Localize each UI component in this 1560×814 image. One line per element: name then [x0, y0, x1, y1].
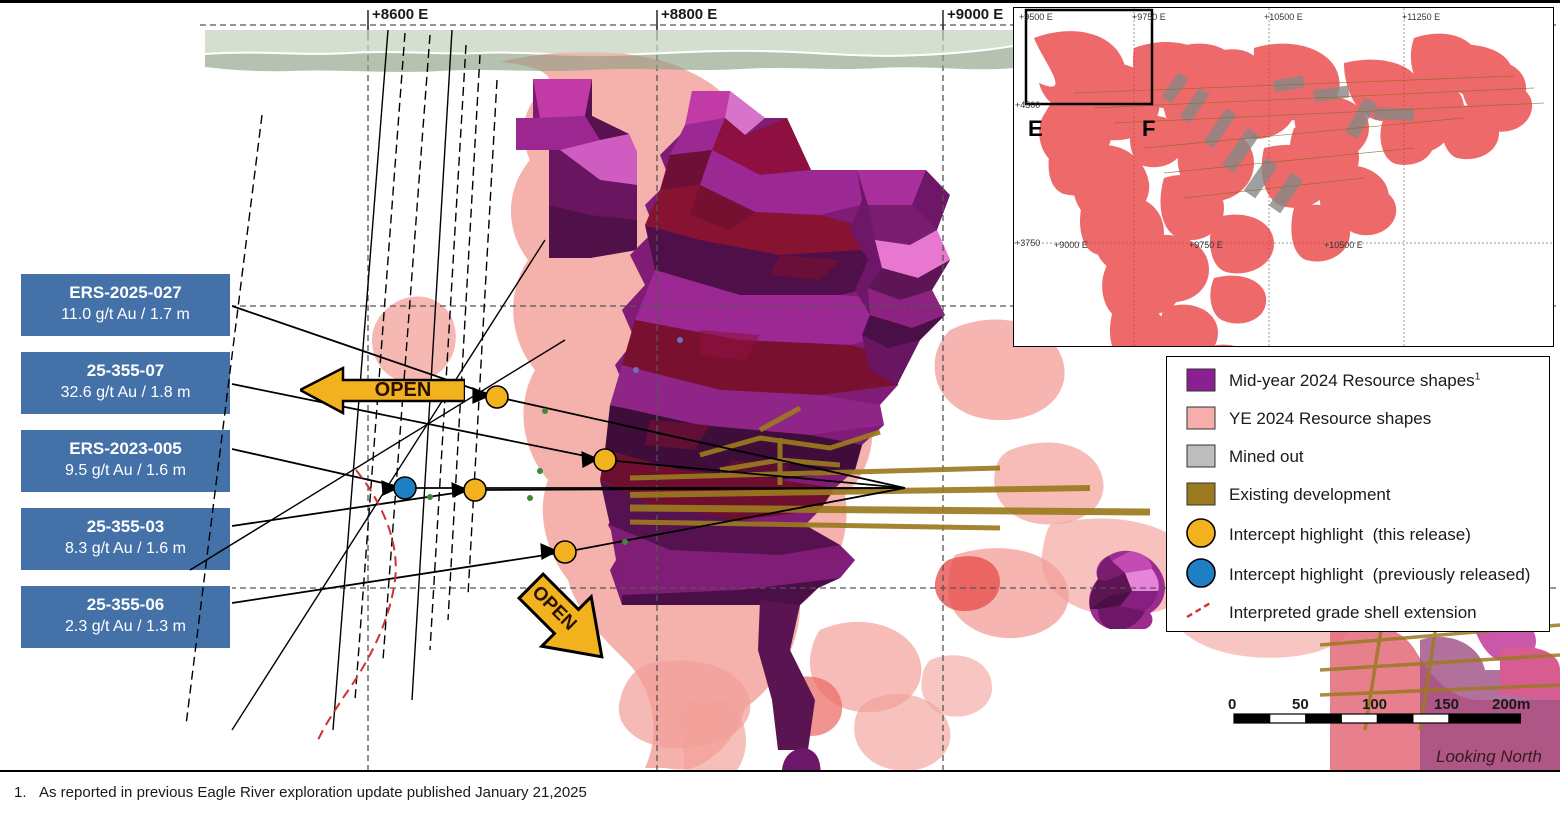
svg-text:0: 0: [1228, 696, 1236, 713]
svg-text:OPEN: OPEN: [375, 379, 432, 401]
svg-text:+9000 E: +9000 E: [1054, 240, 1088, 250]
svg-text:+10500 E: +10500 E: [1324, 240, 1363, 250]
svg-text:+9750 E: +9750 E: [1132, 12, 1166, 22]
svg-text:150: 150: [1434, 696, 1459, 713]
svg-text:+9750 E: +9750 E: [1189, 240, 1223, 250]
svg-text:100: 100: [1362, 696, 1387, 713]
svg-text:50: 50: [1292, 696, 1309, 713]
svg-text:+11250 E: +11250 E: [1402, 12, 1440, 22]
svg-text:+9500 E: +9500 E: [1019, 12, 1053, 22]
svg-text:+3750: +3750: [1015, 238, 1040, 248]
svg-text:+10500 E: +10500 E: [1264, 12, 1303, 22]
svg-text:+4500: +4500: [1015, 100, 1040, 110]
svg-text:200m: 200m: [1492, 696, 1530, 713]
